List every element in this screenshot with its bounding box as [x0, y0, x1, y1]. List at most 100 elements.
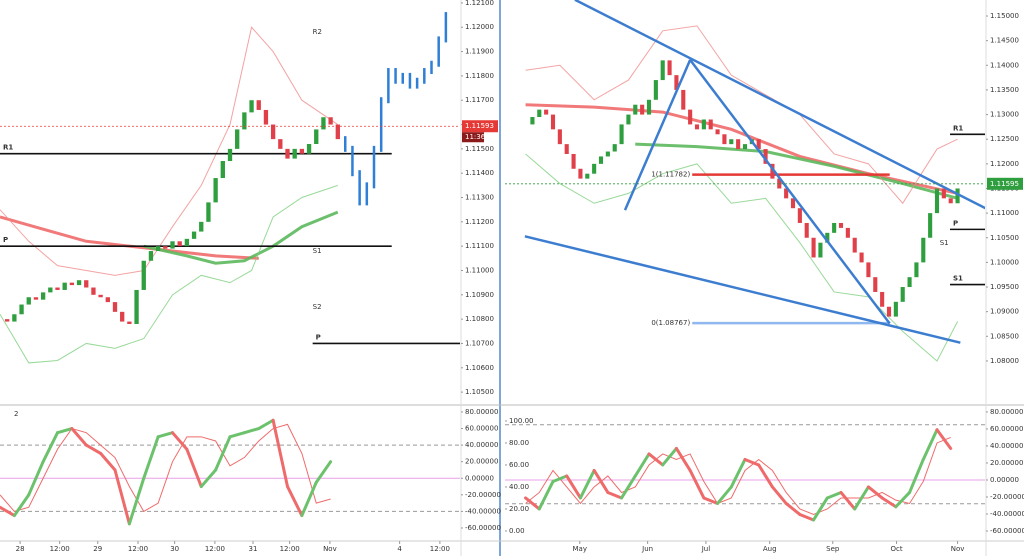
candle [777, 178, 782, 189]
candle [299, 148, 305, 154]
indicator-line [525, 25, 958, 205]
osc-main-segment [142, 435, 160, 480]
x-tick-label: Nov [951, 545, 965, 553]
candle [873, 277, 878, 292]
candle [852, 237, 857, 253]
osc-main-segment [633, 452, 651, 478]
projection-bar [365, 182, 369, 206]
candle [127, 321, 132, 324]
osc-main-segment [271, 418, 289, 489]
candle [163, 246, 168, 249]
candle [646, 99, 652, 115]
projection-bar [379, 97, 383, 152]
y2-tick-label: -40.00000 [990, 510, 1024, 518]
y-tick-label: 1.10500 [465, 388, 494, 396]
candle [660, 60, 665, 81]
candle [763, 149, 768, 164]
candle [314, 129, 319, 144]
projection-bar [387, 68, 390, 104]
y2-tick-label: -60.00000 [990, 527, 1024, 535]
candle [184, 238, 190, 247]
candle [278, 139, 283, 149]
osc-main-segment [908, 457, 925, 494]
fib-label: 0(1.08767) [651, 319, 690, 327]
x-tick-label: 31 [249, 545, 258, 553]
osc-label: 2 [14, 410, 18, 418]
candle [928, 213, 933, 238]
candle [605, 151, 610, 157]
x-tick-label: 30 [170, 545, 179, 553]
candle [62, 282, 67, 290]
y-tick-label: 1.08000 [990, 357, 1019, 365]
y-tick-label: 1.10600 [465, 364, 494, 372]
y2-tick-label: 40.00000 [990, 442, 1023, 450]
candle [797, 208, 802, 223]
osc-signal [525, 436, 951, 516]
candle [120, 311, 125, 322]
x-tick-label: 12:00 [50, 545, 70, 553]
osc-main-segment [743, 457, 761, 467]
osc-main-segment [199, 468, 218, 489]
candle [155, 246, 161, 252]
candle [694, 124, 700, 130]
candle [701, 119, 706, 130]
x-tick-label: 12:00 [128, 545, 148, 553]
candle [818, 242, 823, 258]
projection-bar [430, 60, 433, 75]
candle [921, 237, 926, 263]
candle [578, 168, 583, 179]
candle [571, 153, 576, 169]
y-tick-label: 1.11300 [465, 194, 494, 202]
candle [76, 280, 82, 286]
projection-bar [344, 136, 347, 152]
osc-main-segment [674, 446, 692, 472]
candle [55, 287, 60, 290]
candle [640, 104, 645, 115]
y-tick-label: 1.13500 [990, 86, 1019, 94]
y-tick-label: 60.00000 [465, 425, 498, 433]
candle [285, 148, 290, 159]
candle [105, 297, 110, 303]
candle [626, 114, 631, 125]
faint-pivot-label: R2 [313, 28, 322, 36]
candle [550, 114, 556, 130]
osc-main-segment [729, 457, 747, 489]
projection-bar [394, 68, 397, 84]
osc-main-segment [156, 431, 174, 439]
faint-pivot-label: S2 [313, 303, 322, 311]
y-tick-label: 1.11700 [465, 96, 494, 104]
fib-label: 1(1.11782) [651, 171, 690, 179]
y-tick-label: 1.10000 [990, 258, 1019, 266]
y-tick-label: 1.09500 [990, 283, 1019, 291]
candle [715, 129, 720, 135]
indicator-line [635, 142, 958, 200]
y-tick-label: 1.13000 [990, 111, 1019, 119]
indicator-line [143, 210, 339, 265]
y-tick-label: 1.15000 [990, 12, 1019, 20]
candle [934, 188, 940, 214]
x-tick-label: Oct [890, 545, 902, 553]
candle [328, 117, 333, 125]
candle [5, 319, 10, 322]
osc-main-segment [99, 451, 117, 472]
projection-bar [372, 145, 376, 189]
x-tick-label: 4 [397, 545, 402, 553]
candle [688, 109, 693, 125]
candle [69, 282, 75, 286]
projection-bar [423, 68, 426, 84]
projection-bar [408, 72, 412, 89]
osc-main-segment [853, 485, 870, 511]
candle [292, 148, 297, 159]
y2-tick-label: 0.00000 [990, 476, 1019, 484]
candle [886, 306, 892, 317]
x-tick-label: Sep [826, 545, 840, 553]
candle [612, 144, 617, 152]
trendline [623, 59, 692, 211]
candle [941, 188, 946, 199]
osc-main-segment [647, 452, 665, 467]
y-tick-label: 1.12000 [465, 23, 494, 31]
y-tick-label: 0.00 [509, 527, 525, 535]
y-tick-label: 1.11900 [465, 48, 494, 56]
candle [213, 178, 218, 203]
candle [335, 124, 340, 140]
